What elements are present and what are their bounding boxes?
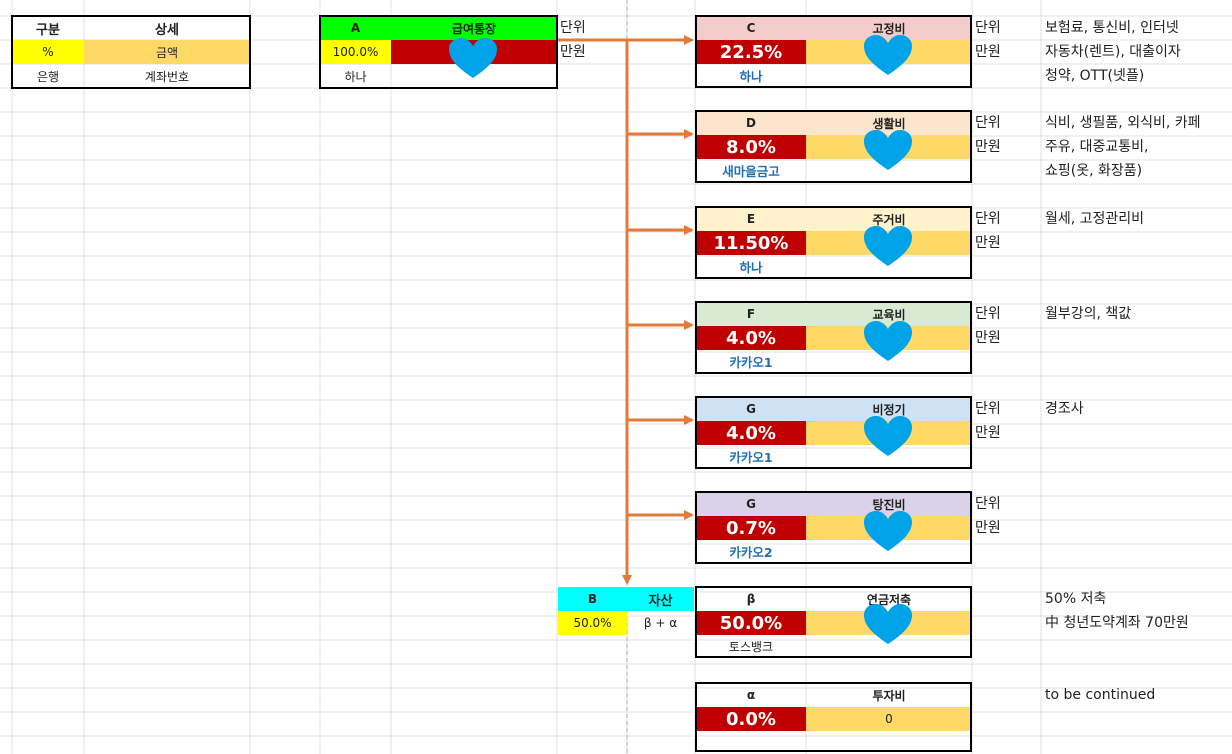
salary-unit: 단위 [560,20,586,36]
beta-note-1: 50% 저축 [1045,591,1107,607]
legend-pct-label: % [12,40,84,64]
heart-icon [864,416,912,456]
bucket-unit: 단위 [975,401,1001,417]
beta-code: β [746,592,756,606]
beta-bank: 토스뱅크 [728,639,774,654]
alpha-block [695,682,972,752]
bucket-note: 쇼핑(옷, 화장품) [1045,163,1143,179]
bucket-code: E [696,207,806,231]
bucket-note: 월부강의, 책값 [1045,306,1132,322]
bucket-note: 경조사 [1045,401,1084,417]
heart-icon [864,604,912,644]
bucket-bank: 카카오1 [729,354,773,370]
bucket-title: 교육비 [806,302,972,326]
bucket-unit-value: 만원 [975,330,1001,346]
legend-table [11,15,251,89]
salary-pct: 100.0% [320,40,391,64]
legend-account-label: 계좌번호 [144,69,190,84]
bucket-block [695,301,972,374]
beta-block [695,586,972,658]
alpha-title: 투자비 [872,688,906,703]
bucket-bank: 카카오2 [729,544,773,560]
beta-title: 연금저축 [866,592,912,607]
bucket-bank: 하나 [739,259,763,275]
asset-title: 자산 [627,587,694,611]
bucket-note: 식비, 생필품, 외식비, 카페 [1045,115,1201,131]
bucket-block [695,206,972,279]
bucket-pct: 8.0% [696,135,806,159]
bucket-title: 고정비 [806,16,972,40]
bucket-note: 주유, 대중교통비, [1045,139,1149,155]
bucket-title: 생활비 [806,111,972,135]
alpha-note-1: to be continued [1045,687,1156,703]
bucket-unit: 단위 [975,306,1001,322]
alpha-amount[interactable]: 0 [806,707,972,731]
salary-bank: 하나 [344,69,367,84]
bucket-code: F [696,302,806,326]
asset-formula: β + α [643,616,678,630]
bucket-pct: 4.0% [696,421,806,445]
heart-icon [864,226,912,266]
bucket-note: 자동차(렌트), 대출이자 [1045,44,1181,60]
beta-note-2: 中 청년도약계좌 70만원 [1045,615,1189,631]
heart-icon [864,511,912,551]
salary-block [319,15,558,89]
bucket-pct: 0.7% [696,516,806,540]
bucket-block [695,491,972,564]
bucket-note: 보험료, 통신비, 인터넷 [1045,20,1179,36]
bucket-unit: 단위 [975,211,1001,227]
bucket-unit-value: 만원 [975,425,1001,441]
salary-title: 급여통장 [391,16,557,40]
bucket-title: 비정기 [806,397,972,421]
bucket-unit: 단위 [975,496,1001,512]
heart-icon [864,35,912,75]
alpha-code: α [746,688,756,702]
alpha-pct: 0.0% [696,707,806,731]
bucket-title: 탕진비 [806,492,972,516]
bucket-bank: 하나 [739,68,763,84]
salary-unit-value: 만원 [560,44,586,60]
legend-amount-label: 금액 [84,40,250,64]
bucket-block [695,15,972,88]
bucket-unit-value: 만원 [975,520,1001,536]
bucket-pct: 22.5% [696,40,806,64]
bucket-title: 주거비 [806,207,972,231]
bucket-unit-value: 만원 [975,139,1001,155]
bucket-code: C [696,16,806,40]
bucket-bank: 새마을금고 [722,163,780,179]
bucket-unit-value: 만원 [975,44,1001,60]
bucket-bank: 카카오1 [729,449,773,465]
legend-header-detail: 상세 [155,22,179,38]
asset-code: B [558,587,627,611]
heart-icon [449,38,497,78]
heart-icon [864,130,912,170]
salary-code: A [320,16,391,40]
bucket-unit: 단위 [975,115,1001,131]
legend-bank-label: 은행 [36,69,60,84]
bucket-code: G [696,492,806,516]
bucket-unit: 단위 [975,20,1001,36]
beta-pct: 50.0% [696,611,806,635]
legend-header-gubun: 구분 [36,22,60,38]
bucket-block [695,396,972,469]
bucket-block [695,110,972,183]
bucket-unit-value: 만원 [975,235,1001,251]
bucket-note: 청약, OTT(넷플) [1045,68,1145,84]
bucket-pct: 11.50% [696,231,806,255]
heart-icon [864,321,912,361]
asset-pct: 50.0% [558,611,627,635]
bucket-note: 월세, 고정관리비 [1045,211,1145,227]
bucket-code: D [696,111,806,135]
bucket-code: G [696,397,806,421]
bucket-pct: 4.0% [696,326,806,350]
